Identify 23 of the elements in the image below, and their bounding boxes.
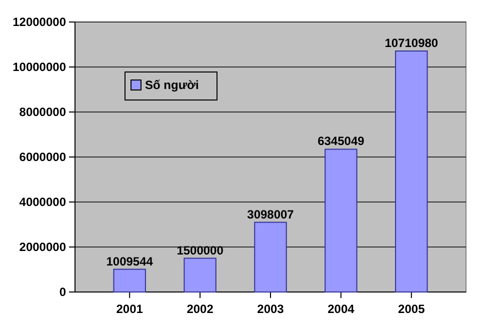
x-tick-label: 2002 [186,302,214,316]
data-label: 6345049 [318,134,365,148]
legend-label: Số người [145,78,199,92]
bar [184,258,216,292]
data-label: 3098007 [247,207,294,222]
y-tick-label: 10000000 [12,60,66,74]
data-label: 1009544 [106,254,154,268]
x-tick-label: 2001 [116,302,144,316]
x-tick-label: 2005 [398,302,426,316]
y-tick-label: 4000000 [19,194,66,209]
data-label: 1500000 [176,243,224,258]
y-tick-label: 8000000 [19,104,66,119]
y-tick-label: 12000000 [12,14,66,29]
bar [113,268,146,292]
x-tick-label: 2004 [328,302,355,316]
y-tick-label: 6000000 [19,150,66,164]
bar [324,148,358,292]
y-tick-label: 0 [59,284,66,299]
bar [254,222,287,292]
data-label: 10710980 [384,36,438,50]
x-tick-label: 2003 [257,302,284,316]
y-tick-label: 2000000 [19,240,66,254]
bar [395,50,428,292]
